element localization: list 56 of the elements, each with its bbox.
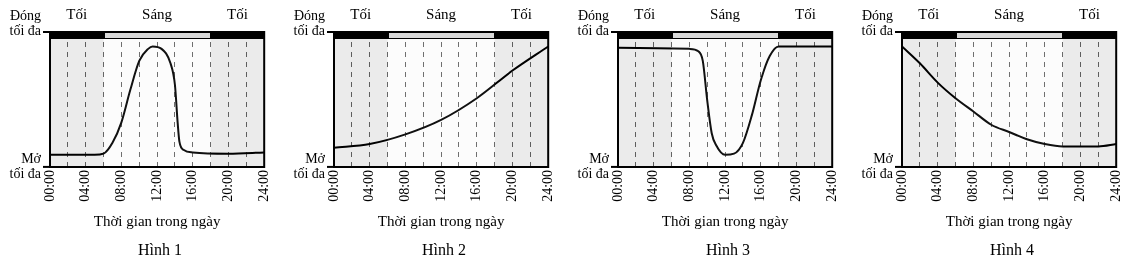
x-tick-label: 08:00	[113, 169, 129, 202]
x-tick-label: 16:00	[1036, 169, 1052, 202]
text: Hình 1	[138, 240, 182, 258]
x-tick-label: 04:00	[929, 169, 945, 202]
x-axis-title: Thời gian trong ngày	[377, 212, 505, 229]
x-tick-label: 04:00	[77, 169, 93, 202]
x-tick-label: 12:00	[148, 169, 164, 202]
x-tick-label: 08:00	[965, 169, 981, 202]
x-axis-title: Thời gian trong ngày	[661, 212, 789, 229]
x-axis-title: Thời gian trong ngày	[93, 212, 221, 229]
x-axis-title: Thời gian trong ngày	[945, 212, 1073, 229]
x-tick-label: 16:00	[752, 169, 768, 202]
x-tick-label: 04:00	[645, 169, 661, 202]
x-tick-label: 08:00	[681, 169, 697, 202]
text: Đóng tối đa	[293, 8, 326, 39]
x-tick-label: 00:00	[325, 169, 341, 202]
text: Đóng tối đa	[577, 8, 610, 39]
x-tick-label: 00:00	[893, 169, 909, 202]
x-tick-label: 24:00	[255, 169, 271, 202]
text: Mở tối đa	[861, 151, 894, 182]
x-tick-label: 00:00	[609, 169, 625, 202]
band-label: Sáng	[142, 6, 173, 23]
x-tick-label: 24:00	[539, 169, 555, 202]
text: Hình 2	[422, 240, 466, 258]
x-tick-label: 20:00	[788, 169, 804, 202]
text: Mở tối đa	[577, 151, 610, 182]
x-tick-label: 08:00	[397, 169, 413, 202]
band-label: Tối	[634, 6, 656, 23]
text: Hình 4	[990, 240, 1034, 258]
band-label: Sáng	[710, 6, 741, 23]
x-tick-label: 16:00	[468, 169, 484, 202]
x-tick-label: 12:00	[432, 169, 448, 202]
band-label: Sáng	[426, 6, 457, 23]
x-tick-label: 24:00	[823, 169, 839, 202]
band-label: Tối	[350, 6, 372, 23]
x-tick-label: 00:00	[41, 169, 57, 202]
band-label: Tối	[511, 6, 532, 23]
band-label: Tối	[66, 6, 88, 23]
band-label: Sáng	[994, 6, 1025, 23]
x-tick-label: 12:00	[716, 169, 732, 202]
text: Mở tối đa	[9, 151, 42, 182]
x-tick-label: 20:00	[504, 169, 520, 202]
text: Đóng tối đa	[861, 8, 894, 39]
x-tick-label: 20:00	[1072, 169, 1088, 202]
text: Đóng tối đa	[9, 8, 42, 39]
text: Mở tối đa	[293, 151, 326, 182]
x-tick-label: 12:00	[1000, 169, 1016, 202]
band-label: Tối	[1079, 6, 1100, 23]
x-tick-label: 24:00	[1107, 169, 1123, 202]
x-tick-label: 16:00	[184, 169, 200, 202]
band-label: Tối	[795, 6, 816, 23]
text: Hình 3	[706, 240, 750, 258]
x-tick-label: 20:00	[220, 169, 236, 202]
band-label: Tối	[227, 6, 248, 23]
band-label: Tối	[918, 6, 940, 23]
x-tick-label: 04:00	[361, 169, 377, 202]
